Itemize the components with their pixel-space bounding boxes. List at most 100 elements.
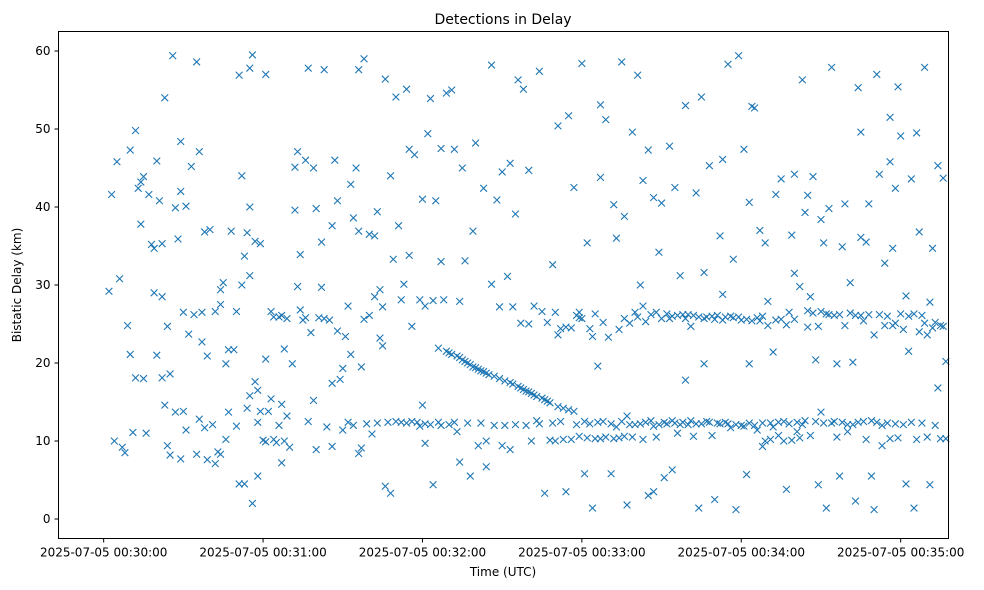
data-point — [859, 417, 868, 426]
data-point — [269, 313, 278, 321]
data-point — [652, 308, 661, 317]
data-point — [357, 363, 366, 371]
data-point — [211, 459, 220, 468]
data-point — [134, 184, 142, 193]
data-point — [397, 296, 406, 304]
data-point — [827, 63, 836, 72]
data-point — [450, 418, 459, 427]
x-tick-label: 2025-07-05 00:33:00 — [518, 546, 645, 560]
y-tick-label: 50 — [35, 122, 50, 136]
data-point — [694, 313, 703, 321]
data-point — [554, 331, 562, 339]
data-point — [474, 441, 483, 450]
data-point — [835, 310, 844, 319]
data-point — [317, 238, 326, 246]
data-point — [819, 239, 828, 247]
data-point — [705, 161, 714, 170]
data-point — [277, 400, 286, 409]
data-point — [926, 298, 934, 306]
data-point — [716, 232, 724, 240]
data-point — [745, 359, 754, 368]
data-point — [277, 311, 286, 320]
data-point — [535, 67, 544, 76]
data-point — [378, 303, 387, 311]
data-point — [865, 200, 873, 208]
data-point — [405, 251, 413, 260]
data-point — [179, 407, 188, 416]
data-point — [219, 278, 228, 287]
data-point — [158, 292, 166, 301]
data-point — [793, 427, 801, 436]
x-tick-label: 2025-07-05 00:32:00 — [359, 546, 486, 560]
data-point — [740, 145, 748, 154]
data-point — [758, 442, 767, 451]
data-point — [354, 227, 363, 235]
data-point — [373, 207, 382, 216]
data-point — [142, 429, 150, 437]
data-point — [697, 420, 706, 428]
data-point — [697, 93, 706, 101]
data-point — [437, 421, 445, 430]
data-point — [546, 398, 554, 407]
data-point — [519, 85, 528, 94]
data-point — [761, 239, 769, 247]
data-point — [400, 280, 408, 289]
y-tick-label: 30 — [35, 278, 50, 292]
data-point — [360, 315, 368, 324]
data-point — [426, 94, 435, 103]
data-point — [285, 443, 294, 452]
data-point — [416, 422, 424, 430]
data-point — [668, 466, 676, 474]
data-point — [787, 231, 796, 239]
data-point — [724, 420, 732, 428]
data-point — [878, 441, 886, 450]
data-point — [354, 65, 363, 74]
data-point — [251, 377, 259, 386]
data-point — [575, 432, 584, 441]
data-point — [357, 444, 366, 452]
data-point — [368, 430, 376, 438]
data-point — [644, 146, 653, 154]
data-point — [912, 129, 921, 137]
data-point — [936, 434, 945, 443]
data-point — [256, 239, 265, 248]
data-point — [301, 156, 310, 164]
data-point — [724, 60, 732, 69]
data-point — [679, 310, 687, 319]
data-point — [681, 101, 690, 110]
data-point — [493, 196, 501, 204]
data-point — [865, 310, 873, 319]
data-point — [857, 128, 865, 136]
data-point — [253, 418, 262, 427]
data-point — [490, 372, 498, 381]
data-point — [764, 321, 772, 330]
data-point — [283, 314, 291, 323]
data-point — [527, 437, 536, 445]
data-point — [740, 422, 748, 430]
data-point — [131, 126, 140, 135]
data-point — [766, 435, 775, 444]
data-point — [785, 308, 793, 317]
data-point — [859, 317, 868, 325]
data-point — [291, 206, 299, 214]
data-point — [790, 269, 799, 278]
data-point — [663, 310, 671, 318]
data-point — [423, 129, 432, 138]
data-point — [915, 328, 924, 336]
data-point — [843, 427, 852, 436]
data-point — [426, 420, 435, 429]
data-point — [155, 196, 164, 205]
data-point — [801, 416, 809, 425]
data-point — [655, 420, 663, 429]
data-point — [253, 472, 262, 480]
data-point — [556, 417, 565, 426]
x-tick-label: 2025-07-05 00:34:00 — [678, 546, 805, 560]
data-point — [798, 420, 807, 429]
data-point — [777, 175, 785, 183]
data-point — [216, 285, 225, 294]
data-point — [687, 322, 695, 331]
data-point — [495, 374, 504, 383]
data-point — [742, 470, 751, 479]
data-point — [238, 281, 246, 289]
